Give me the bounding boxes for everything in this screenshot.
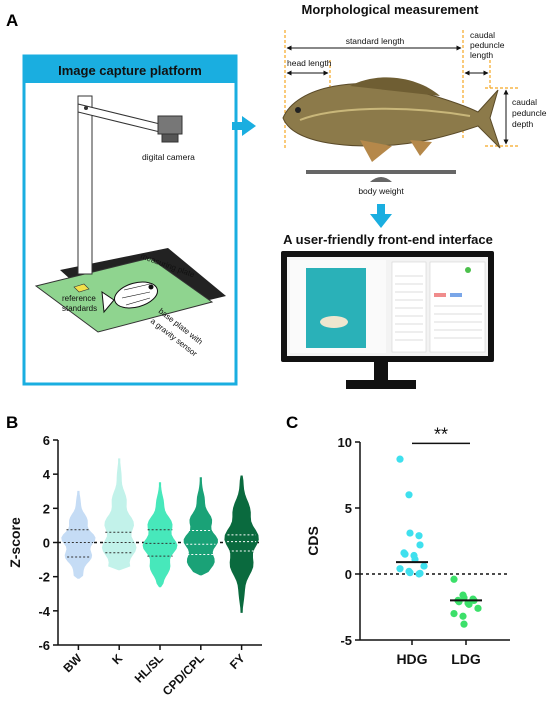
point-hdg (416, 541, 424, 549)
image-capture-platform: Image capture platform digital camera me… (22, 54, 238, 386)
point-ldg (459, 612, 467, 620)
point-hdg (420, 562, 428, 570)
monitor-stand (346, 380, 416, 389)
monitor-neck (374, 362, 388, 382)
scatter-chart: -5 0 5 10 HDG LDG ** CDS (305, 424, 510, 667)
body-weight-label: body weight (358, 186, 404, 196)
fish-sketch-icon (101, 281, 158, 314)
arrow-right-icon (232, 116, 256, 136)
violin-k (101, 458, 137, 571)
point-ldg (460, 620, 468, 628)
scatter-x-tick-label: HDG (396, 651, 427, 667)
platform-title: Image capture platform (58, 63, 202, 78)
scatter-y-tick-label: 5 (345, 501, 352, 516)
cpd-label-line2: peduncle (512, 108, 547, 118)
violin-x-tick-label: BW (60, 651, 85, 676)
point-hdg (405, 491, 413, 499)
point-hdg (406, 569, 414, 577)
interface-photo-plate (306, 268, 366, 348)
morphological-measurement: Morphological measurement standard lengt… (282, 2, 547, 196)
interface-control-panel (429, 261, 486, 353)
cpl-label-line1: caudal (470, 30, 495, 40)
standard-length-label: standard length (346, 36, 405, 46)
interface-button-blue (450, 293, 462, 297)
point-hdg (396, 565, 404, 573)
violin-x-tick-label: FY (227, 651, 248, 672)
cpl-label-line3: length (470, 50, 493, 60)
arrow-down-icon (370, 204, 392, 228)
violin-bw (61, 490, 96, 579)
violin-y-tick-label: 6 (43, 433, 50, 448)
reference-label-line2: standards (62, 304, 97, 313)
morph-title: Morphological measurement (302, 2, 480, 17)
scatter-y-tick-label: 0 (345, 567, 352, 582)
reference-label-line1: reference (62, 294, 96, 303)
cpl-label-line2: peduncle (470, 40, 505, 50)
violin-y-tick-label: -2 (38, 570, 50, 585)
interface-button-red (434, 293, 446, 297)
platform-title-bar (24, 56, 236, 83)
point-ldg (474, 604, 482, 612)
scale-dial-icon (370, 177, 392, 182)
cpd-label-line1: caudal (512, 97, 537, 107)
scatter-y-tick-label: -5 (340, 633, 352, 648)
camera-stand-pole (77, 95, 93, 275)
violin-fy (224, 475, 259, 613)
reference-standard-card (73, 283, 90, 293)
interface-photo-fish (320, 316, 348, 328)
violin-x-tick-label: HL/SL (132, 651, 166, 685)
point-ldg (455, 598, 463, 606)
violin-cpd-cpl (183, 477, 218, 576)
front-end-interface: A user-friendly front-end interface (281, 232, 494, 389)
interface-status-icon (465, 267, 471, 273)
panel-label-c: C (286, 413, 298, 432)
scatter-x-tick-label: LDG (451, 651, 481, 667)
point-ldg (450, 575, 458, 583)
arm-joint (84, 106, 88, 110)
head-length-label: head length (287, 58, 332, 68)
scale-platform (306, 170, 456, 174)
panel-label-b: B (6, 413, 18, 432)
violin-y-label: Z-score (7, 517, 23, 568)
panel-label-a: A (6, 11, 18, 30)
scatter-y-tick-label: 10 (338, 435, 352, 450)
interface-data-list (391, 261, 427, 353)
violin-y-tick-label: -6 (38, 638, 50, 653)
violin-x-tick-label: K (109, 651, 125, 667)
point-hdg (401, 550, 409, 558)
interface-control-rows (434, 305, 482, 339)
point-hdg (416, 569, 424, 577)
platform-frame (22, 54, 238, 386)
violin-y-tick-label: 2 (43, 501, 50, 516)
camera-icon (157, 115, 183, 143)
violin-hl-sl (142, 482, 178, 588)
significance-label: ** (434, 424, 448, 444)
violin-y-tick-label: 0 (43, 536, 50, 551)
point-hdg (396, 455, 404, 463)
carp-fish-illustration (282, 77, 501, 162)
interface-title: A user-friendly front-end interface (283, 232, 493, 247)
point-hdg (406, 529, 414, 537)
violin-y-tick-label: -4 (38, 604, 50, 619)
interface-data-rows (395, 275, 423, 341)
point-ldg (465, 600, 473, 608)
point-ldg (450, 610, 458, 618)
violin-x-tick-label: CPD/CPL (160, 651, 207, 698)
violin-y-tick-label: 4 (43, 467, 51, 482)
cpd-label-line3: depth (512, 119, 534, 129)
camera-label: digital camera (142, 152, 195, 162)
point-hdg (415, 532, 423, 540)
scatter-y-label: CDS (305, 526, 321, 556)
